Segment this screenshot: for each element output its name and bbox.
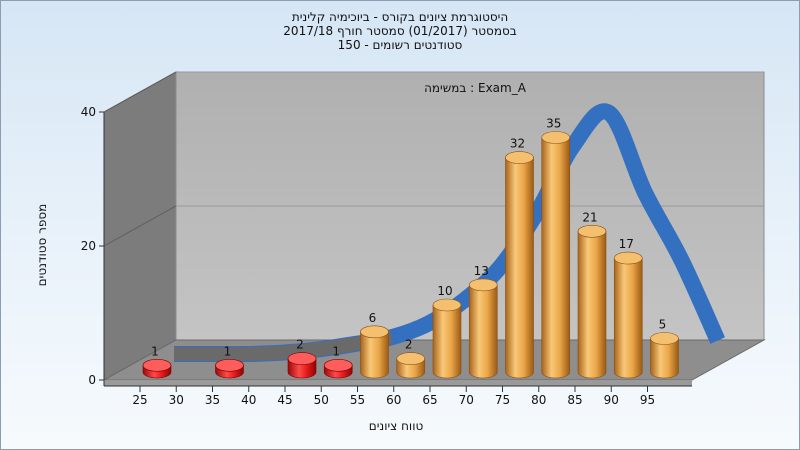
chart-title-line-2: בסמסטר (01/2017) סמסטר חורף 2017/18 [283,24,517,38]
x-axis-label: טווח ציונים [369,419,424,433]
density-curve-floor-segment [173,330,393,362]
bar [142,358,172,379]
bar-top [650,332,679,345]
x-tick-label: 75 [495,393,510,407]
bar [323,358,353,379]
x-tick-label: 65 [422,393,437,407]
bar-value-label: 1 [224,344,232,358]
bar-value-label: 13 [474,264,489,278]
bar-body [360,331,389,379]
x-tick-label: 40 [241,393,256,407]
bar-body [577,231,607,379]
bar [360,325,389,379]
bar-top [360,325,389,339]
x-tick-label: 50 [314,393,329,407]
bar [650,332,679,379]
bar-top [142,358,172,372]
bar-value-label: 21 [582,210,597,224]
x-tick-label: 80 [531,393,546,407]
x-tick-label: 25 [132,393,147,407]
bar-top [613,251,643,265]
floor-edge [104,380,692,386]
bar-top [541,131,571,144]
y-tick-label: 20 [81,239,96,253]
bar-value-label: 32 [510,137,525,151]
y-axis-label: מספר סטודנטים [35,204,49,287]
x-tick-label: 95 [640,393,655,407]
chart-title-line-1: היסטוגרמת ציונים בקורס - ביוכימיה קלינית [291,10,509,24]
bar-top [468,278,498,292]
x-tick-label: 70 [459,393,474,407]
bar-value-label: 1 [332,344,340,358]
bar-body [432,304,462,379]
y-tick-label: 40 [81,105,96,119]
x-tick-label: 45 [277,393,292,407]
bar-value-label: 1 [151,344,159,358]
bar [432,298,462,379]
bar [396,352,426,379]
x-tick-label: 55 [350,393,365,407]
bar-value-label: 5 [659,318,667,332]
bar [541,131,571,379]
gridline-side [103,71,177,113]
x-tick-label: 30 [169,393,184,407]
bar-value-label: 17 [619,237,634,251]
bar-top [323,358,353,372]
bar-value-label: 35 [546,117,561,131]
bar-value-label: 6 [369,311,377,325]
chart-title-line-3: סטודנטים רשומים - 150 [337,38,463,52]
bar-body [650,338,679,379]
bar-value-label: 10 [437,284,452,298]
x-tick-label: 60 [386,393,401,407]
bar [577,225,607,379]
bar-top [396,352,426,365]
y-tick-label: 0 [88,373,96,387]
bar [287,352,317,379]
gridline-side [103,205,177,247]
bar-top [505,151,534,164]
bar-body [505,157,534,379]
bar-top [577,225,607,238]
bar [613,251,643,379]
bar [505,151,534,379]
bar [468,278,498,379]
x-tick-label: 35 [205,393,220,407]
x-tick-label: 90 [604,393,619,407]
bar-top [432,298,462,312]
bar-value-label: 2 [405,338,413,352]
bar-top [287,352,317,365]
bar-body [468,284,498,379]
exam-annotation: Exam_A : במשימה [424,81,527,95]
bar-body [613,257,643,379]
bar-value-label: 2 [296,338,304,352]
bar-body [541,137,571,379]
x-tick-label: 85 [567,393,582,407]
bar-top [215,358,244,372]
bar [215,358,244,379]
